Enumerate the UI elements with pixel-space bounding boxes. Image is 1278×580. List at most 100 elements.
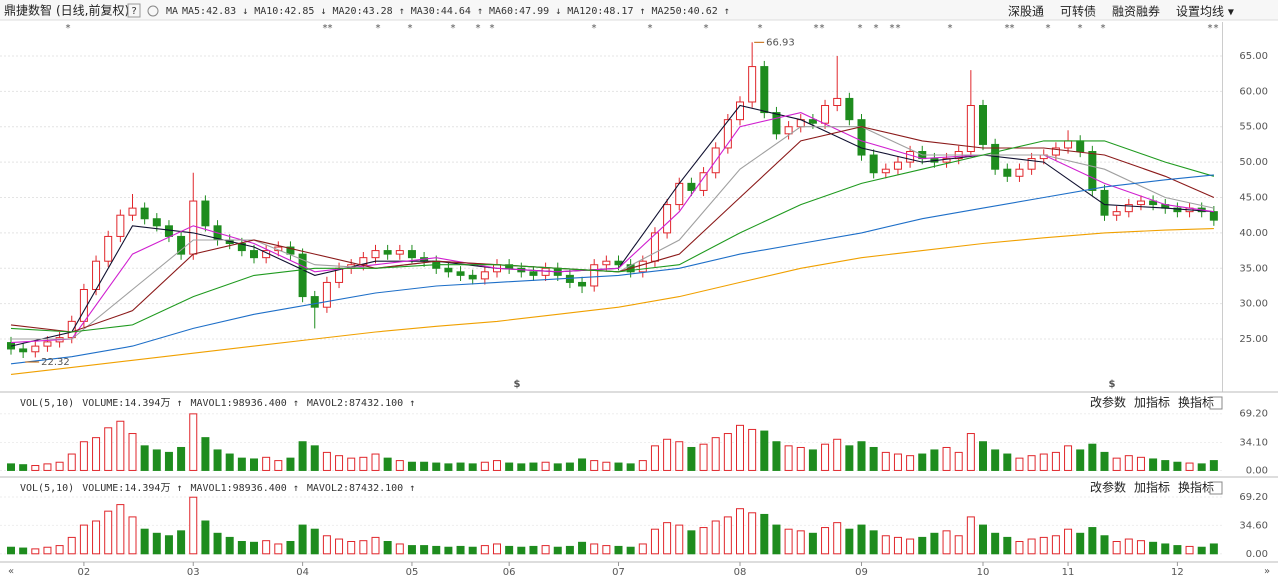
- volume-bar: [675, 441, 684, 471]
- panel-button[interactable]: 加指标: [1134, 395, 1170, 410]
- panel-button[interactable]: 加指标: [1134, 480, 1170, 495]
- ma-line: [10, 140, 1215, 333]
- volume-bar: [383, 541, 392, 555]
- volume-bar: [893, 453, 902, 471]
- info-marker: *: [323, 23, 328, 34]
- menu-item[interactable]: 设置均线 ▾: [1176, 5, 1234, 19]
- volume-bar: [140, 445, 149, 471]
- volume-bar: [177, 530, 186, 555]
- candle-body: [869, 154, 878, 174]
- volume-bar: [1051, 451, 1060, 471]
- volume-bar: [930, 532, 939, 555]
- settings-icon[interactable]: [147, 5, 159, 17]
- right-axis-border: [1222, 22, 1223, 392]
- y-tick-label: 69.20: [1239, 409, 1268, 420]
- volume-bar: [468, 463, 477, 471]
- y-tick-label: 30.00: [1239, 299, 1268, 310]
- volume-bar: [918, 536, 927, 555]
- volume-bar: [857, 524, 866, 555]
- panel-button[interactable]: 换指标: [1178, 395, 1214, 410]
- volume-bar: [407, 461, 416, 471]
- menu-item[interactable]: 可转债: [1060, 4, 1096, 19]
- volume-bar: [529, 462, 538, 471]
- candle-body: [590, 264, 599, 287]
- panel-button[interactable]: 改参数: [1090, 480, 1126, 495]
- x-tick-label: 04: [296, 567, 309, 578]
- help[interactable]: ?: [131, 6, 137, 17]
- volume-bar: [1149, 458, 1158, 471]
- volume-bar: [930, 449, 939, 471]
- volume-bar: [1112, 457, 1121, 471]
- volume-bar: [602, 461, 611, 471]
- volume-bar: [966, 433, 975, 471]
- volume-bar: [808, 449, 817, 471]
- volume-bar: [152, 449, 161, 471]
- candle-body: [250, 250, 258, 259]
- x-tick-label: 03: [187, 567, 200, 578]
- panel-close[interactable]: [1209, 481, 1223, 495]
- volume-bar: [638, 460, 647, 471]
- volume-bar: [1088, 527, 1097, 555]
- ma-title: MA: [166, 6, 178, 17]
- volume-bar: [906, 455, 915, 471]
- candle-body: [1124, 204, 1133, 213]
- candle-body: [444, 267, 453, 273]
- volume-bar: [128, 516, 137, 555]
- volume-bar: [55, 461, 64, 471]
- candle-body: [298, 253, 307, 298]
- candle-body: [979, 105, 987, 145]
- volume-bar: [808, 532, 817, 555]
- volume-bar: [104, 427, 113, 471]
- info-marker: *: [704, 23, 709, 34]
- volume-bar: [1124, 538, 1133, 555]
- info-marker: *: [1214, 23, 1219, 34]
- candle-body: [407, 250, 416, 259]
- volume-bar: [7, 463, 15, 471]
- volume-bar: [395, 460, 404, 471]
- volume-bar: [942, 530, 951, 555]
- candle-body: [505, 264, 514, 269]
- panel-close[interactable]: [1209, 396, 1223, 410]
- ma-line: [10, 228, 1214, 375]
- candle-body: [128, 207, 137, 216]
- volume-bar: [444, 463, 453, 471]
- candle-body: [310, 296, 319, 308]
- scroll-right[interactable]: »: [1264, 566, 1270, 577]
- volume-bar: [383, 457, 392, 471]
- volume-bar: [468, 546, 477, 555]
- ma-legend: MA10:42.85 ↓: [254, 6, 326, 17]
- volume-bar: [906, 538, 915, 555]
- volume-bar: [493, 543, 501, 555]
- event-marker: $: [1109, 379, 1116, 390]
- candle-body: [687, 182, 696, 191]
- vol-header: MAVOL1:98936.400 ↑: [191, 483, 299, 494]
- panel-button[interactable]: 换指标: [1178, 480, 1214, 495]
- info-marker: *: [814, 23, 819, 34]
- volume-bar: [784, 528, 793, 555]
- volume-bar: [869, 530, 878, 555]
- volume-bar: [687, 530, 696, 555]
- candle-body: [140, 207, 149, 220]
- volume-bar: [626, 546, 635, 555]
- volume-bar: [371, 453, 380, 471]
- panel-button[interactable]: 改参数: [1090, 395, 1126, 410]
- vol-header: VOL(5,10): [20, 398, 74, 409]
- volume-bar: [687, 446, 696, 471]
- volume-bar: [1124, 455, 1133, 471]
- volume-bar: [711, 437, 720, 471]
- volume-bar: [772, 441, 781, 471]
- help-box[interactable]: [127, 3, 141, 18]
- vol-header: VOL(5,10): [20, 483, 74, 494]
- menu-item[interactable]: 深股通: [1008, 5, 1044, 19]
- scroll-left[interactable]: «: [8, 566, 14, 577]
- volume-bar: [480, 545, 489, 555]
- menu-item[interactable]: 融资融券: [1112, 4, 1160, 19]
- volume-bar: [189, 413, 198, 471]
- volume-bar: [347, 541, 356, 555]
- volume-bar: [979, 524, 987, 555]
- volume-bar: [420, 545, 429, 555]
- volume-bar: [274, 460, 283, 471]
- y-tick-label: 65.00: [1239, 51, 1268, 62]
- vol-header: MAVOL1:98936.400 ↑: [191, 398, 299, 409]
